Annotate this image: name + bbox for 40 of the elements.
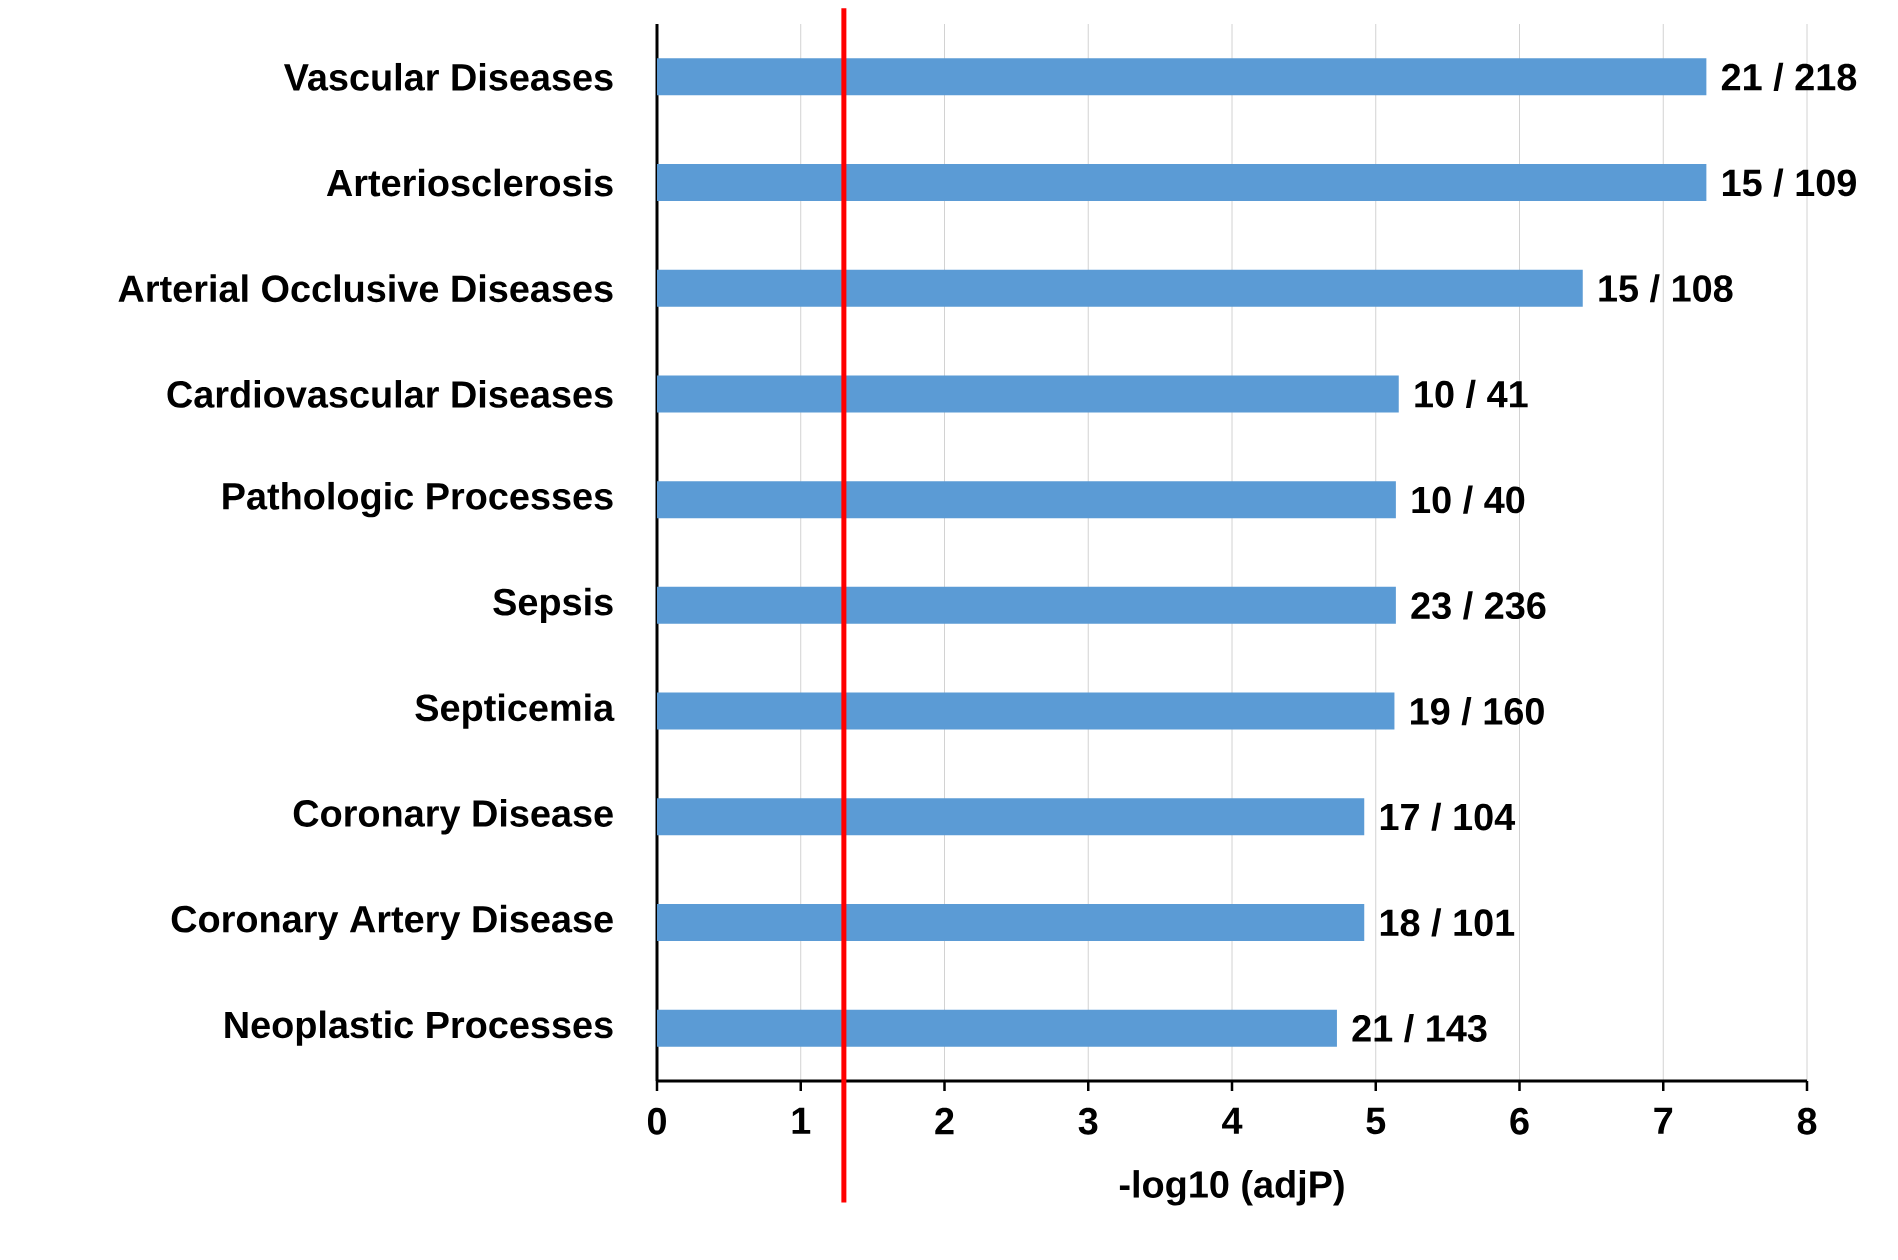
annotation: 23 / 236 <box>1411 591 1546 620</box>
y-tick-label: Arteriosclerosis <box>326 168 613 197</box>
annotation: 18 / 101 <box>1380 908 1515 937</box>
annotation: 15 / 108 <box>1599 274 1733 303</box>
bar <box>657 269 1583 307</box>
x-axis-title: -log10 (adjP) <box>1119 1170 1344 1206</box>
x-tick-label: 7 <box>1654 1107 1673 1134</box>
annotation: 21 / 218 <box>1721 62 1857 91</box>
y-tick-label: Neoplastic Processes <box>225 1010 613 1046</box>
x-tick-label: 2 <box>935 1107 954 1135</box>
x-tick-label: 1 <box>792 1107 811 1134</box>
bar <box>657 798 1365 836</box>
bar <box>657 903 1365 941</box>
bar <box>657 481 1396 519</box>
bar <box>657 1009 1337 1047</box>
y-tick-label: Pathologic Processes <box>223 481 613 518</box>
y-tick-label: Sepsis <box>493 587 613 623</box>
y-tick-label: Coronary Artery Disease <box>171 904 613 941</box>
bar <box>657 586 1396 624</box>
annotation: 15 / 109 <box>1722 168 1856 197</box>
bar <box>657 692 1395 730</box>
bar <box>657 164 1707 202</box>
annotation: 17 / 104 <box>1380 802 1516 831</box>
y-tick-label: Coronary Disease <box>293 799 613 835</box>
y-tick-label: Vascular Diseases <box>283 62 613 91</box>
bar <box>657 375 1399 413</box>
y-tick-label: Cardiovascular Diseases <box>167 380 613 408</box>
y-tick-label: Septicemia <box>415 693 615 729</box>
annotation: 21 / 143 <box>1352 1014 1487 1043</box>
x-tick-label: 8 <box>1797 1107 1817 1135</box>
annotation: 10 / 41 <box>1415 379 1528 409</box>
annotation: 10 / 40 <box>1412 485 1525 514</box>
x-tick-label: 5 <box>1366 1107 1386 1135</box>
x-tick-label: 0 <box>647 1107 666 1135</box>
y-tick-label: Arterial Occlusive Diseases <box>118 274 613 303</box>
bar <box>657 58 1707 96</box>
annotation: 19 / 160 <box>1411 696 1544 726</box>
x-tick-label: 3 <box>1078 1107 1098 1135</box>
x-tick-label: 4 <box>1222 1107 1243 1134</box>
x-tick-label: 6 <box>1510 1107 1529 1135</box>
